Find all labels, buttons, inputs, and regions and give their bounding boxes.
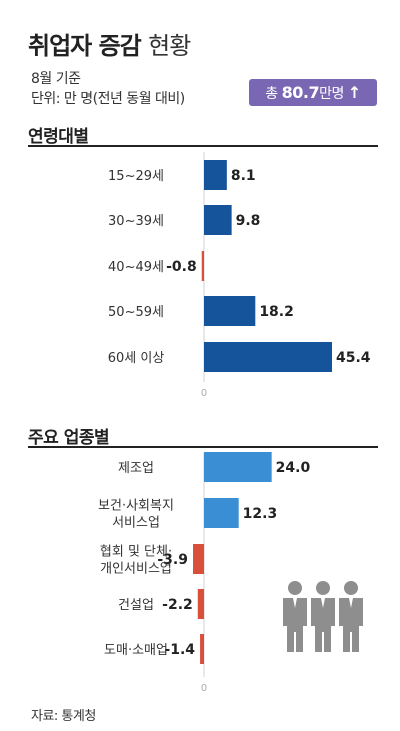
section-title-age: 연령대별 bbox=[28, 127, 89, 147]
industry-bar bbox=[200, 634, 204, 664]
worker-body bbox=[311, 598, 335, 652]
industry-value-label: -1.4 bbox=[164, 642, 195, 658]
worker-head bbox=[344, 581, 358, 595]
age-category-label: 40~49세 bbox=[108, 260, 164, 275]
industry-bar-chart: 0 24.0 제조업 12.3 보건·사회복지 서비스업 -3.9협회 및 단체· 개인서비스… bbox=[98, 452, 311, 694]
age-value-label: 9.8 bbox=[236, 213, 261, 229]
age-category-label: 30~39세 bbox=[108, 214, 164, 229]
industry-bar bbox=[193, 544, 204, 574]
industry-bar bbox=[204, 498, 239, 528]
worker-head bbox=[316, 581, 330, 595]
industry-category-label: 협회 및 단체· 개인서비스업 bbox=[100, 545, 172, 577]
age-bar bbox=[204, 296, 256, 326]
section-divider-industry bbox=[28, 446, 378, 448]
workers-icon bbox=[283, 581, 363, 652]
chart-title: 취업자 증감 현황 bbox=[28, 26, 191, 61]
worker-body bbox=[339, 598, 363, 652]
industry-zero-tick-label: 0 bbox=[201, 683, 207, 694]
subtitle-line-2: 단위: 만 명(전년 동월 대비) bbox=[31, 91, 185, 107]
title-bold: 취업자 증감 bbox=[28, 32, 142, 60]
age-value-label: -0.8 bbox=[166, 259, 197, 275]
up-arrow-icon: ↑ bbox=[347, 83, 361, 102]
worker-head bbox=[288, 581, 302, 595]
industry-category-label: 제조업 bbox=[118, 461, 154, 476]
worker-collar bbox=[349, 598, 353, 608]
industry-bar bbox=[197, 589, 204, 619]
section-title-industry: 주요 업종별 bbox=[28, 428, 110, 448]
industry-category-label: 보건·사회복지 서비스업 bbox=[98, 499, 174, 531]
age-category-label: 15~29세 bbox=[108, 169, 164, 184]
badge-value: 80.7 bbox=[281, 83, 320, 102]
age-value-label: 18.2 bbox=[259, 304, 294, 320]
worker-collar bbox=[321, 598, 325, 608]
industry-category-label: 도매·소매업 bbox=[104, 643, 168, 658]
age-category-label: 60세 이상 bbox=[108, 351, 165, 366]
industry-category-label: 건설업 bbox=[118, 598, 154, 613]
age-zero-tick-label: 0 bbox=[201, 388, 207, 399]
age-category-label: 50~59세 bbox=[108, 305, 164, 320]
age-bar bbox=[204, 205, 232, 235]
age-bar bbox=[204, 160, 227, 190]
total-badge: 총 80.7만명 ↑ bbox=[249, 79, 377, 106]
industry-value-label: 24.0 bbox=[276, 460, 311, 476]
industry-value-label: -3.9 bbox=[157, 552, 188, 568]
industry-value-label: -2.2 bbox=[162, 597, 193, 613]
age-bar bbox=[204, 342, 332, 372]
industry-value-label: 12.3 bbox=[243, 506, 278, 522]
badge-suffix: 만명 bbox=[319, 86, 344, 102]
age-bar bbox=[201, 251, 204, 281]
subtitle-line-1: 8월 기준 bbox=[31, 71, 81, 87]
industry-bar bbox=[204, 452, 272, 482]
title-light: 현황 bbox=[148, 32, 191, 60]
age-value-label: 8.1 bbox=[231, 168, 256, 184]
worker-body bbox=[283, 598, 307, 652]
age-value-label: 45.4 bbox=[336, 350, 371, 366]
age-bar-chart: 0 8.1 15~29세 9.8 30~39세 -0.840~49세 18.2 50~59세 4… bbox=[108, 152, 371, 399]
worker-collar bbox=[293, 598, 297, 608]
source-note: 자료: 통계청 bbox=[31, 709, 96, 724]
badge-prefix: 총 bbox=[265, 86, 278, 102]
section-divider-age bbox=[28, 145, 378, 147]
